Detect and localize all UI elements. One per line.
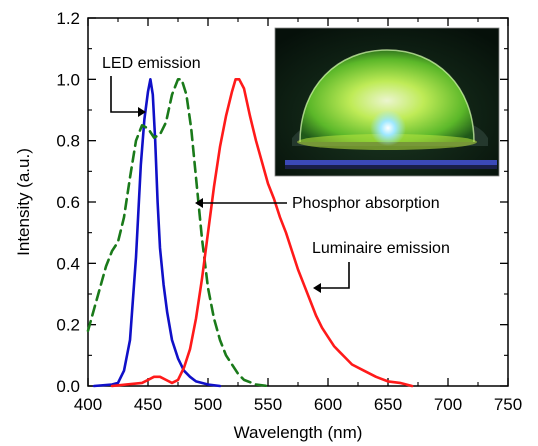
y-tick-label: 0.8: [56, 132, 80, 151]
series-layer: [86, 78, 414, 388]
svg-text:LED emission: LED emission: [102, 55, 201, 72]
tick-labels: 400 450 500 550 600 650 700 750 0.0 0.2 0.4 0.6 0.8 1…: [56, 9, 522, 414]
series-line-phosphor-absorption: [86, 78, 270, 388]
svg-text:Phosphor absorption: Phosphor absorption: [292, 195, 440, 212]
annotation-led: LED emission: [102, 55, 201, 117]
x-tick-label: 450: [134, 395, 162, 414]
ticks: [87, 17, 509, 387]
x-axis-title: Wavelength (nm): [234, 423, 363, 442]
y-tick-label: 0.4: [56, 254, 80, 273]
y-tick-label: 0.0: [56, 377, 80, 396]
y-tick-label: 1.0: [56, 70, 80, 89]
x-tick-label: 500: [194, 395, 222, 414]
y-tick-label: 0.2: [56, 316, 80, 335]
x-tick-label: 550: [254, 395, 282, 414]
x-tick-label: 400: [74, 395, 102, 414]
x-tick-label: 700: [434, 395, 462, 414]
x-tick-label: 600: [314, 395, 342, 414]
series-line-luminaire-emission: [110, 78, 414, 388]
annotation-phosphor: Phosphor absorption: [195, 195, 440, 212]
inset-photo: [274, 27, 500, 177]
y-tick-label: 1.2: [56, 9, 80, 28]
svg-text:Luminaire emission: Luminaire emission: [312, 240, 450, 257]
y-tick-label: 0.6: [56, 193, 80, 212]
y-axis-title: Intensity (a.u.): [14, 148, 33, 256]
annotation-luminaire: Luminaire emission: [312, 240, 450, 293]
x-tick-label: 650: [374, 395, 402, 414]
x-tick-label: 750: [494, 395, 522, 414]
series-line-led-emission: [92, 78, 222, 388]
